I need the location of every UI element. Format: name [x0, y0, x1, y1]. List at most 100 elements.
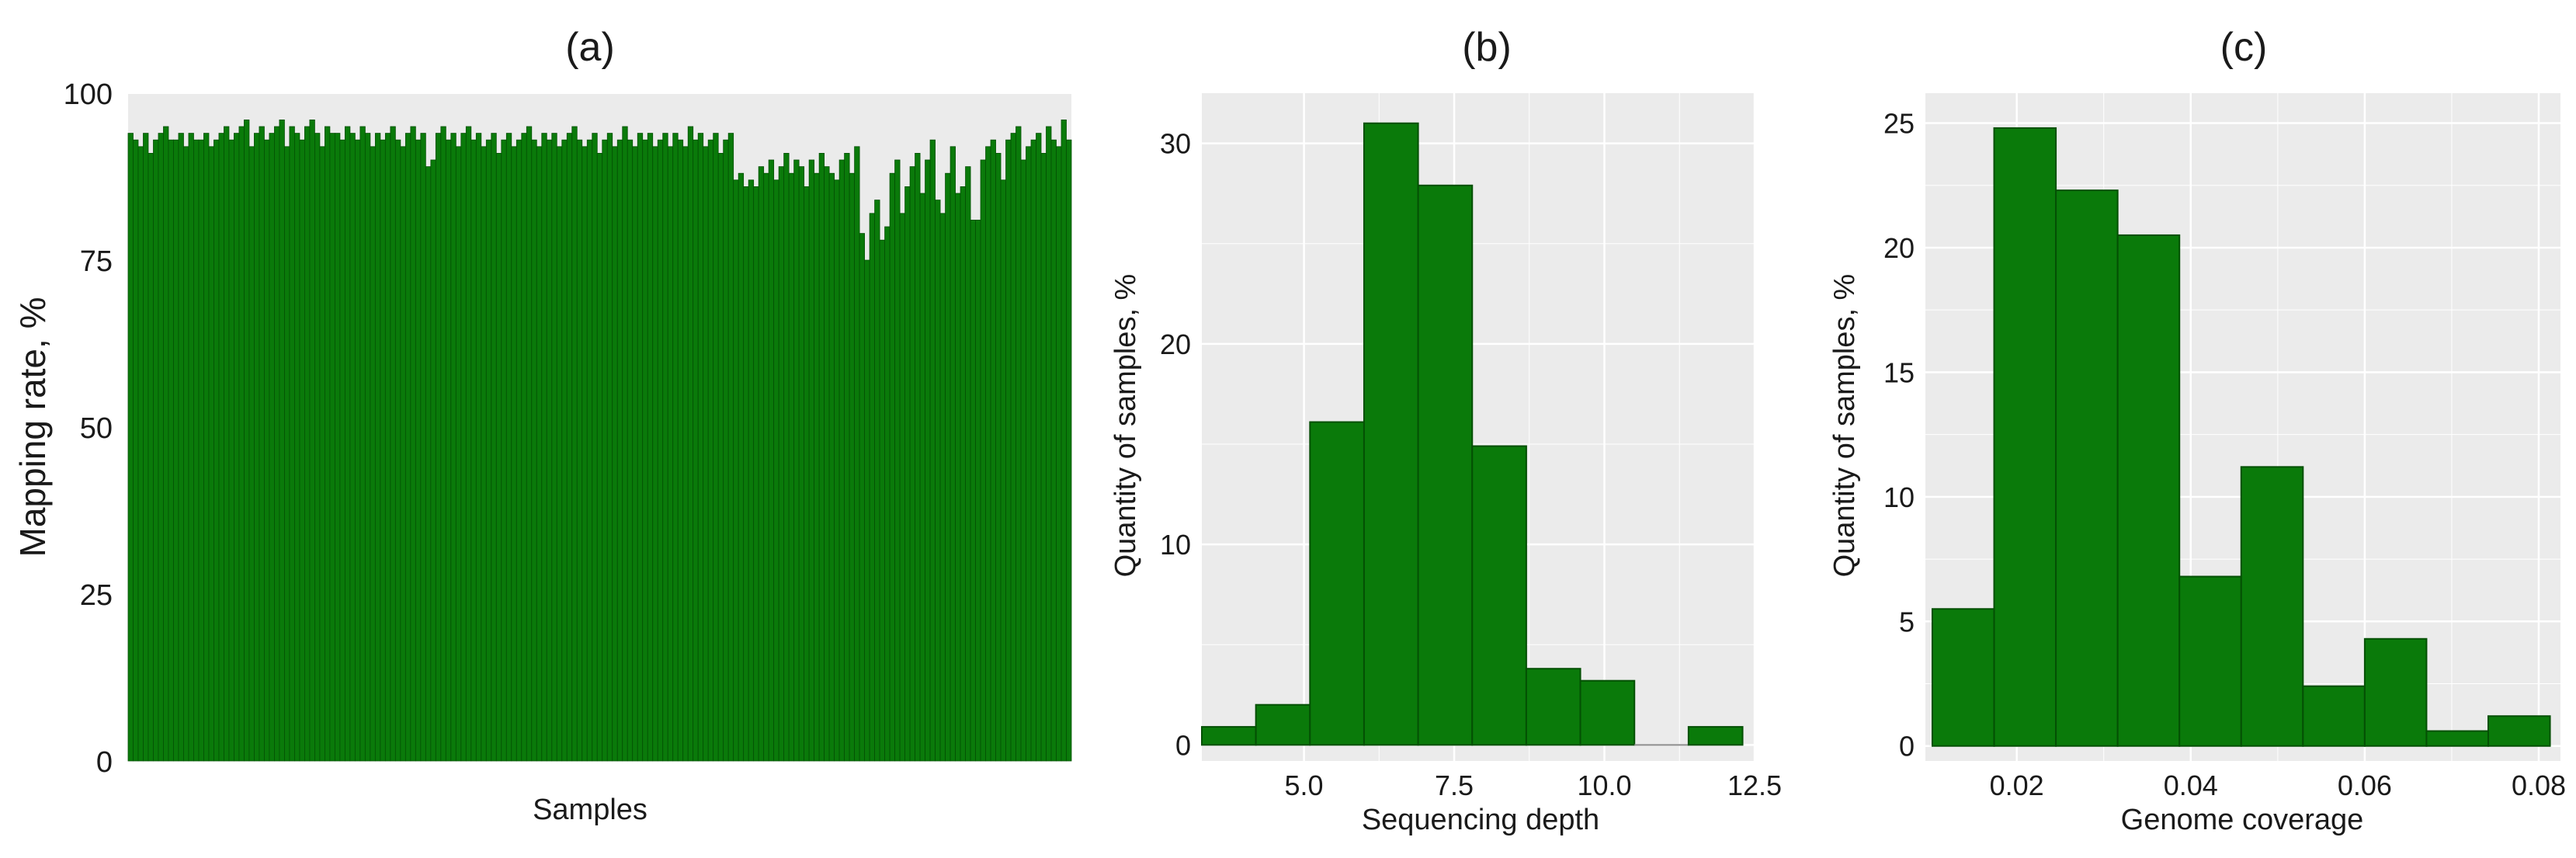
chart-a-bar	[657, 139, 664, 762]
chart-a-bar	[349, 133, 356, 762]
chart-b-bar	[1579, 679, 1636, 746]
chart-a-bar	[178, 133, 184, 762]
chart-a-bar	[697, 133, 704, 762]
chart-a-bar	[158, 133, 164, 762]
chart-a-bar	[945, 172, 951, 762]
chart-a-bar	[188, 133, 194, 762]
chart-a-bar	[274, 126, 280, 762]
chart-a-bar	[1026, 146, 1032, 762]
chart-c-bar	[2178, 575, 2242, 747]
chart-c-bar	[1993, 127, 2057, 747]
chart-a-bar	[566, 133, 573, 762]
chart-a-y-ticks: 0 25 50 75 100	[64, 78, 113, 779]
chart-a-bar	[889, 172, 895, 762]
chart-a-bar	[148, 152, 154, 762]
chart-b-x-tick-label: 10.0	[1577, 769, 1631, 801]
chart-a-bar	[491, 133, 497, 762]
chart-a-bar	[359, 126, 366, 762]
chart-b-y-tick-label: 10	[1160, 529, 1191, 561]
chart-b-bar	[1471, 445, 1527, 746]
chart-a-bar	[818, 152, 825, 762]
chart-a-bar	[415, 139, 422, 762]
chart-c-bar	[2240, 466, 2304, 747]
chart-a-bar	[793, 159, 800, 762]
chart-a-bar	[254, 133, 260, 762]
chart-a-y-tick-label: 50	[80, 412, 113, 445]
chart-a-bar	[163, 126, 169, 762]
chart-a-bar	[1020, 159, 1026, 762]
chart-a-bar	[647, 133, 654, 762]
chart-a-bar	[1061, 119, 1067, 762]
chart-a-bar	[804, 186, 810, 762]
chart-a-bar	[995, 152, 1002, 762]
chart-a-bar	[677, 139, 684, 762]
chart-a-bar	[299, 139, 305, 762]
chart-a-bar	[743, 186, 749, 762]
chart-a-bar	[465, 126, 472, 762]
chart-a-bar	[925, 159, 931, 762]
chart-a-bar	[828, 172, 835, 762]
chart-b-bar	[1363, 122, 1419, 746]
chart-c-y-ticks: 0 5 10 15 20 25	[1883, 108, 1915, 762]
chart-a-y-tick-label: 25	[80, 579, 113, 612]
chart-a-bar	[652, 146, 658, 762]
chart-a-bar	[521, 133, 527, 762]
chart-a-bar	[1046, 126, 1052, 762]
chart-c-y-tick-label: 20	[1883, 232, 1915, 264]
chart-a-bar	[425, 166, 432, 762]
chart-a-bar	[950, 146, 956, 762]
chart-a-bar	[894, 159, 901, 762]
chart-a-bar	[334, 133, 341, 762]
chart-a-bar	[864, 259, 870, 762]
chart-a-bar	[475, 133, 482, 762]
chart-a-bar	[304, 126, 311, 762]
chart-a-bar	[637, 133, 644, 762]
chart-a-bar	[445, 139, 452, 762]
chart-a-bar	[455, 146, 462, 762]
chart-a-bar	[248, 146, 255, 762]
chart-b-x-tick-label: 7.5	[1435, 769, 1474, 801]
chart-a-bar	[329, 133, 335, 762]
chart-a-bar	[1066, 139, 1072, 762]
chart-a-bar	[400, 146, 406, 762]
chart-a-bar	[879, 239, 885, 762]
chart-a-bar	[203, 133, 210, 762]
chart-a-bar	[874, 200, 880, 762]
chart-a-bar	[380, 139, 386, 762]
chart-a-bar	[193, 139, 200, 762]
chart-a-bar	[526, 126, 533, 762]
chart-a-bar	[354, 139, 361, 762]
chart-a-bar	[723, 139, 729, 762]
chart-a-bar	[935, 200, 941, 762]
chart-a-bar	[778, 166, 785, 762]
chart-a-bar	[561, 139, 568, 762]
chart-a-bar	[183, 146, 189, 762]
chart-a-bar	[602, 139, 608, 762]
chart-a-bar	[536, 146, 543, 762]
chart-a-bar	[269, 133, 275, 762]
chart-a-bar	[224, 126, 230, 762]
chart-a-bar	[576, 139, 583, 762]
chart-b-bar	[1417, 184, 1474, 746]
chart-a-bar	[788, 172, 795, 762]
chart-c-y-tick-label: 10	[1883, 481, 1915, 513]
chart-a-bar	[753, 186, 759, 762]
chart-a-bar	[127, 133, 134, 762]
chart-a-bar	[370, 146, 376, 762]
chart-a-bar	[1040, 152, 1047, 762]
chart-b-bar	[1201, 726, 1257, 746]
chart-a-bar	[168, 139, 174, 762]
chart-c-bar	[2487, 715, 2551, 747]
chart-a-bar	[838, 159, 845, 762]
chart-a-bar	[929, 139, 936, 762]
chart-a-bar	[970, 219, 976, 762]
chart-b-bars	[1201, 122, 1744, 746]
chart-a-bar	[435, 133, 442, 762]
chart-a-bar	[707, 139, 714, 762]
chart-c-bar	[2302, 685, 2366, 747]
chart-a-bar	[133, 139, 139, 762]
chart-a-bar	[884, 226, 890, 762]
chart-a-bar	[485, 139, 492, 762]
chart-a-bar	[606, 133, 613, 762]
